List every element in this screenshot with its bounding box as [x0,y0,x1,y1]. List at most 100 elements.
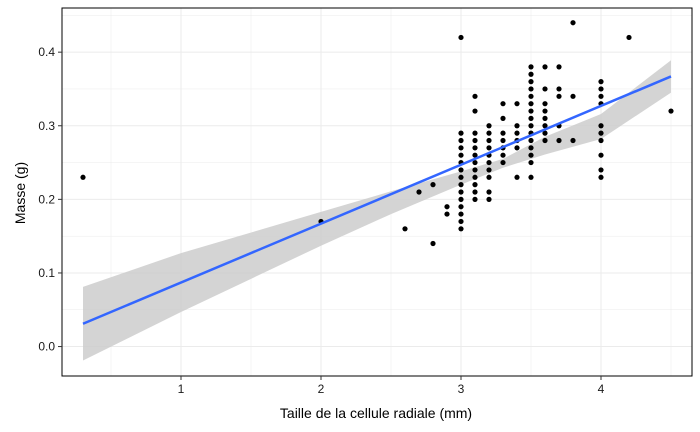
data-point [80,174,86,180]
data-point [514,130,520,136]
data-point [528,152,534,158]
data-point [528,174,534,180]
data-point [458,167,464,173]
data-point [486,130,492,136]
x-tick-label: 1 [178,382,185,396]
data-point [500,137,506,144]
data-point [444,204,450,210]
data-point [458,34,464,41]
data-point [500,159,506,166]
data-point [514,101,520,107]
data-point [542,101,548,107]
data-point [500,101,506,107]
data-point [472,189,478,195]
data-point [402,226,408,232]
data-point [500,152,506,158]
data-point [430,182,436,188]
data-point [486,196,492,202]
data-point [598,79,604,85]
confidence-band-group [83,60,671,361]
data-point [458,226,464,232]
data-point [486,167,492,173]
data-point [472,145,478,151]
data-point [458,182,464,188]
confidence-band [83,60,671,361]
y-tick-label: 0.0 [38,340,55,354]
data-point [472,196,478,202]
y-axis-title: Masse (g) [12,162,28,224]
data-point [472,182,478,188]
data-point [556,64,562,70]
data-point [486,174,492,180]
data-point [458,174,464,180]
data-point [458,196,464,202]
data-point [598,93,604,99]
data-point [556,137,562,144]
data-point [570,20,576,26]
data-point [668,108,674,114]
points-group [80,20,674,247]
data-point [458,152,464,158]
data-point [486,123,492,129]
data-point [570,137,576,144]
data-point [458,137,464,144]
y-tick-label: 0.4 [38,45,55,59]
data-point [542,108,548,114]
x-axis-title: Taille de la cellule radiale (mm) [280,405,472,421]
data-point [556,86,562,92]
data-point [514,123,520,129]
data-point [542,115,548,121]
data-point [486,137,492,144]
axes: 1 2 3 4 0.0 0.1 0.2 0.3 0.4 [38,7,693,396]
data-point [500,130,506,136]
data-point [542,130,548,136]
data-point [528,108,534,114]
data-point [598,167,604,173]
data-point [472,152,478,158]
data-point [486,145,492,151]
y-tick-label: 0.3 [38,119,55,133]
data-point [472,159,478,166]
data-point [528,93,534,99]
data-point [458,211,464,217]
data-point [444,211,450,217]
data-point [542,123,548,129]
data-point [472,130,478,136]
data-point [514,145,520,151]
x-tick-label: 4 [598,382,605,396]
data-point [472,93,478,99]
data-point [598,123,604,129]
data-point [458,130,464,136]
data-point [598,86,604,92]
data-point [472,167,478,173]
data-point [570,93,576,99]
data-point [486,189,492,195]
data-point [528,115,534,121]
fit-line-group [82,75,672,325]
data-point [458,189,464,195]
data-point [626,34,632,41]
data-point [528,86,534,92]
data-point [514,174,520,180]
data-point [528,137,534,144]
data-point [430,240,436,247]
data-point [542,137,548,144]
data-point [528,64,534,70]
data-point [542,86,548,92]
data-point [528,79,534,85]
data-point [528,145,534,151]
data-point [528,123,534,129]
data-point [598,137,604,144]
data-point [472,174,478,180]
panel-border [61,7,693,377]
y-tick-label: 0.1 [38,266,55,280]
data-point [472,108,478,114]
data-point [528,159,534,166]
data-point [598,130,604,136]
data-point [458,145,464,151]
data-point [598,152,604,158]
data-point [472,137,478,144]
data-point [556,93,562,99]
y-tick-label: 0.2 [38,192,55,206]
